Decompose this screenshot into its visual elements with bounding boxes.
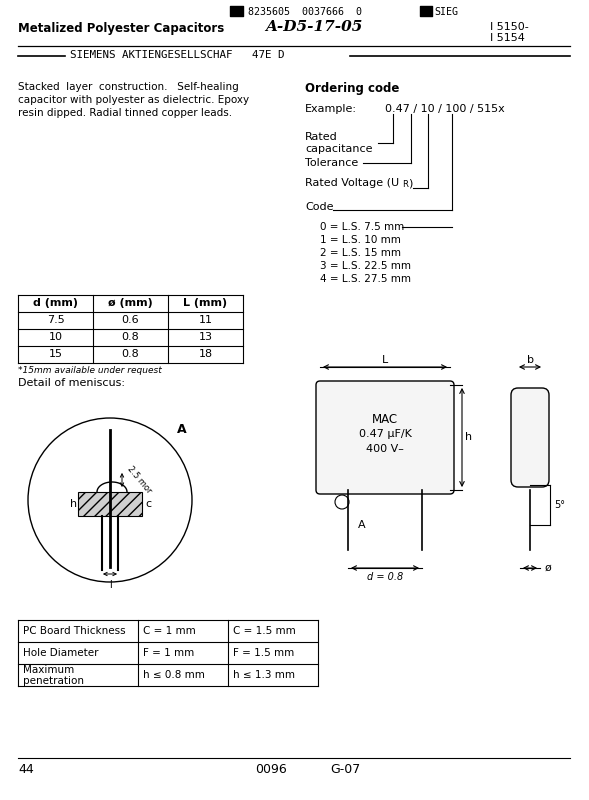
Text: Maximum: Maximum bbox=[23, 665, 74, 675]
Text: d (mm): d (mm) bbox=[33, 298, 78, 308]
Text: resin dipped. Radial tinned copper leads.: resin dipped. Radial tinned copper leads… bbox=[18, 108, 232, 118]
Text: Hole Diameter: Hole Diameter bbox=[23, 648, 98, 658]
Text: Tolerance: Tolerance bbox=[305, 158, 358, 168]
Text: d = 0.8: d = 0.8 bbox=[367, 572, 403, 582]
Text: 5°: 5° bbox=[554, 500, 565, 510]
Text: L (mm): L (mm) bbox=[183, 298, 227, 308]
Text: Detail of meniscus:: Detail of meniscus: bbox=[18, 378, 125, 388]
Text: capacitor with polyester as dielectric. Epoxy: capacitor with polyester as dielectric. … bbox=[18, 95, 249, 105]
Text: SIEMENS AKTIENGESELLSCHAF   47E D: SIEMENS AKTIENGESELLSCHAF 47E D bbox=[70, 50, 284, 60]
Text: penetration: penetration bbox=[23, 676, 84, 686]
Text: 0 = L.S. 7.5 mm: 0 = L.S. 7.5 mm bbox=[320, 222, 404, 232]
Text: MAC: MAC bbox=[372, 413, 398, 426]
Text: 0.47 μF/K: 0.47 μF/K bbox=[359, 429, 412, 439]
FancyBboxPatch shape bbox=[316, 381, 454, 494]
Text: 10: 10 bbox=[48, 332, 62, 342]
Text: 18: 18 bbox=[198, 349, 213, 359]
Text: 0096: 0096 bbox=[255, 763, 287, 776]
Text: C = 1.5 mm: C = 1.5 mm bbox=[233, 626, 296, 636]
FancyBboxPatch shape bbox=[511, 388, 549, 487]
Text: ø (mm): ø (mm) bbox=[108, 298, 153, 308]
Text: I 5150-: I 5150- bbox=[490, 22, 529, 32]
Text: Example:: Example: bbox=[305, 104, 357, 114]
Text: PC Board Thickness: PC Board Thickness bbox=[23, 626, 125, 636]
Text: h ≤ 0.8 mm: h ≤ 0.8 mm bbox=[143, 670, 205, 680]
Text: Rated Voltage (U: Rated Voltage (U bbox=[305, 178, 399, 188]
Text: SIEG: SIEG bbox=[434, 7, 458, 17]
Text: 4 = L.S. 27.5 mm: 4 = L.S. 27.5 mm bbox=[320, 274, 411, 284]
Text: 7.5: 7.5 bbox=[47, 315, 64, 325]
Text: G-07: G-07 bbox=[330, 763, 360, 776]
Text: Metalized Polyester Capacitors: Metalized Polyester Capacitors bbox=[18, 22, 224, 35]
Text: A: A bbox=[177, 423, 187, 436]
Text: 0.47 / 10 / 100 / 515x: 0.47 / 10 / 100 / 515x bbox=[385, 104, 505, 114]
Text: ): ) bbox=[408, 178, 412, 188]
Text: 8235605  0037666  0: 8235605 0037666 0 bbox=[248, 7, 362, 17]
Text: b: b bbox=[527, 355, 534, 365]
Text: 2 = L.S. 15 mm: 2 = L.S. 15 mm bbox=[320, 248, 401, 258]
Text: l: l bbox=[108, 580, 111, 590]
Text: I 5154: I 5154 bbox=[490, 33, 525, 43]
Text: 0.8: 0.8 bbox=[121, 349, 140, 359]
Text: h: h bbox=[70, 499, 77, 509]
Text: 44: 44 bbox=[18, 763, 34, 776]
Text: L: L bbox=[382, 355, 388, 365]
Text: C = 1 mm: C = 1 mm bbox=[143, 626, 196, 636]
Text: 2.5 mor: 2.5 mor bbox=[125, 465, 153, 495]
Text: 400 V–: 400 V– bbox=[366, 444, 404, 454]
Text: ø: ø bbox=[545, 563, 552, 573]
Text: 3 = L.S. 22.5 mm: 3 = L.S. 22.5 mm bbox=[320, 261, 411, 271]
Text: 13: 13 bbox=[198, 332, 213, 342]
Text: Ordering code: Ordering code bbox=[305, 82, 399, 95]
Bar bbox=[78, 492, 142, 516]
Text: Stacked  layer  construction.   Self-healing: Stacked layer construction. Self-healing bbox=[18, 82, 239, 92]
Text: *15mm available under request: *15mm available under request bbox=[18, 366, 162, 375]
Text: A: A bbox=[358, 520, 366, 530]
Text: h: h bbox=[465, 433, 472, 442]
Text: A-D5-17-05: A-D5-17-05 bbox=[265, 20, 362, 34]
Text: 0.6: 0.6 bbox=[122, 315, 140, 325]
Text: 1 = L.S. 10 mm: 1 = L.S. 10 mm bbox=[320, 235, 401, 245]
Text: R: R bbox=[402, 180, 408, 189]
Text: 15: 15 bbox=[48, 349, 62, 359]
Text: F = 1 mm: F = 1 mm bbox=[143, 648, 194, 658]
Text: c: c bbox=[145, 499, 151, 509]
Text: Code: Code bbox=[305, 202, 333, 212]
Text: h ≤ 1.3 mm: h ≤ 1.3 mm bbox=[233, 670, 295, 680]
Text: F = 1.5 mm: F = 1.5 mm bbox=[233, 648, 294, 658]
Text: 0.8: 0.8 bbox=[121, 332, 140, 342]
Text: 11: 11 bbox=[198, 315, 213, 325]
Text: capacitance: capacitance bbox=[305, 144, 372, 154]
Text: Rated: Rated bbox=[305, 132, 337, 142]
